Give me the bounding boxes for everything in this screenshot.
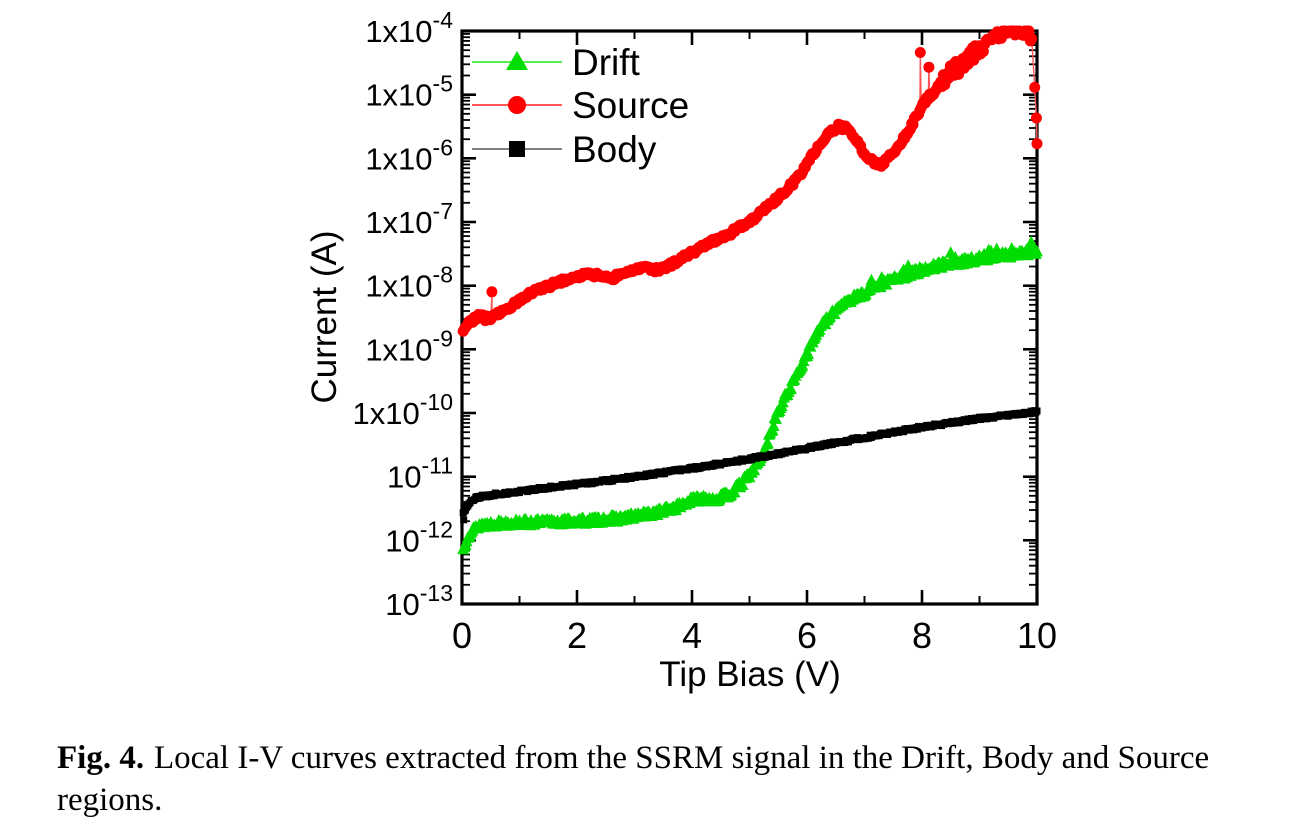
- source-circle-icon: [508, 96, 526, 114]
- svg-text:8: 8: [912, 615, 932, 656]
- legend-item-drift: Drift: [472, 42, 641, 83]
- svg-text:4: 4: [682, 615, 702, 656]
- plot-generated-content: 0 2 4 6 8 10 1x10-4 1x10-5 1x10-6 1x10-7 1x10-8 1x1…: [353, 7, 1058, 656]
- svg-text:1x10-9: 1x10-9: [365, 325, 453, 367]
- svg-text:0: 0: [452, 615, 472, 656]
- caption-text: Local I-V curves extracted from the SSRM…: [57, 740, 1210, 818]
- legend-label-source: Source: [572, 85, 689, 126]
- svg-text:10: 10: [1017, 615, 1057, 656]
- svg-text:1x10-10: 1x10-10: [353, 389, 453, 431]
- svg-text:6: 6: [797, 615, 817, 656]
- svg-text:1x10-5: 1x10-5: [365, 71, 453, 113]
- body-square-icon: [509, 141, 525, 157]
- caption-label: Fig. 4.: [57, 740, 145, 776]
- svg-text:1x10-7: 1x10-7: [365, 198, 453, 240]
- drift-triangle-icon: [506, 51, 528, 70]
- svg-text:10-11: 10-11: [387, 453, 453, 495]
- svg-text:10-13: 10-13: [385, 580, 453, 622]
- legend: Drift Source Body: [472, 42, 689, 170]
- svg-text:2: 2: [567, 615, 587, 656]
- legend-label-drift: Drift: [572, 42, 641, 83]
- svg-text:10-12: 10-12: [385, 516, 453, 558]
- legend-item-body: Body: [472, 129, 657, 170]
- legend-label-body: Body: [572, 129, 657, 170]
- svg-text:1x10-4: 1x10-4: [365, 7, 453, 49]
- svg-text:1x10-8: 1x10-8: [365, 262, 453, 304]
- iv-curves-chart: 0 2 4 6 8 10 1x10-4 1x10-5 1x10-6 1x10-7 1x10-8 1x1…: [305, 7, 1058, 694]
- legend-item-source: Source: [472, 85, 689, 126]
- svg-text:1x10-6: 1x10-6: [365, 134, 453, 176]
- x-axis-title: Tip Bias (V): [659, 655, 841, 694]
- figure-caption: Fig. 4. Local I-V curves extracted from t…: [57, 737, 1307, 821]
- y-axis-title: Current (A): [305, 230, 344, 403]
